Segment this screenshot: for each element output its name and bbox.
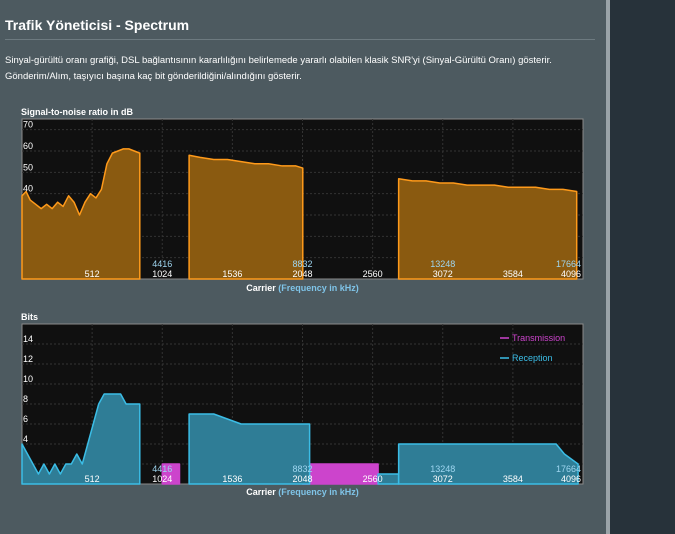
snr-chart-title: Signal-to-noise ratio in dB <box>21 107 133 117</box>
y-tick-label: 12 <box>23 354 33 364</box>
x-tick-label: 4096 <box>561 474 581 484</box>
page-description: Sinyal-gürültü oranı grafiği, DSL bağlan… <box>5 55 552 82</box>
x-tick-label: 2560 <box>363 474 383 484</box>
khz-tick-label: 8832 <box>292 464 312 474</box>
bits-chart: 0246810121451210241536204825603072358440… <box>21 323 584 485</box>
x-tick-label: 4096 <box>561 269 581 279</box>
x-tick-label: 2560 <box>363 269 383 279</box>
y-tick-label: 14 <box>23 334 33 344</box>
bits-x-axis-label: Carrier (Frequency in kHz) <box>22 487 583 497</box>
khz-tick-label: 4416 <box>152 464 172 474</box>
reception-area-segment <box>21 393 141 485</box>
x-tick-label: 1024 <box>152 474 172 484</box>
title-divider <box>5 39 595 40</box>
x-axis-label-frequency: Frequency in kHz <box>281 487 356 497</box>
x-axis-paren-close: ) <box>355 487 359 497</box>
page-title: Trafik Yöneticisi - Spectrum <box>5 17 190 33</box>
x-tick-label: 2048 <box>292 474 312 484</box>
khz-tick-label: 13248 <box>430 464 455 474</box>
y-tick-label: 50 <box>23 162 33 172</box>
x-tick-label: 2048 <box>292 269 312 279</box>
legend-label: Reception <box>512 353 553 363</box>
x-axis-label-carrier: Carrier <box>246 487 276 497</box>
x-tick-label: 3072 <box>433 474 453 484</box>
y-tick-label: 8 <box>23 394 28 404</box>
x-axis-paren-open: ( <box>278 487 282 497</box>
x-tick-label: 3584 <box>503 474 523 484</box>
x-tick-label: 3072 <box>433 269 453 279</box>
reception-area-segment <box>188 413 311 485</box>
y-tick-label: 10 <box>23 374 33 384</box>
x-tick-label: 1536 <box>222 269 242 279</box>
x-tick-label: 1536 <box>222 474 242 484</box>
legend-label: Transmission <box>512 333 565 343</box>
sidebar-divider <box>606 0 610 534</box>
y-tick-label: 40 <box>23 184 33 194</box>
y-tick-label: 60 <box>23 141 33 151</box>
snr-x-axis-label: Carrier (Frequency in kHz) <box>22 283 583 293</box>
x-axis-label-carrier: Carrier <box>246 283 276 293</box>
transmission-area-segment <box>161 463 181 485</box>
snr-area-segment <box>188 154 304 280</box>
x-axis-paren-open: ( <box>278 283 282 293</box>
khz-tick-label: 8832 <box>292 259 312 269</box>
x-tick-label: 3584 <box>503 269 523 279</box>
khz-tick-label: 4416 <box>152 259 172 269</box>
y-tick-label: 6 <box>23 414 28 424</box>
bits-chart-title: Bits <box>21 312 39 322</box>
x-tick-label: 512 <box>85 474 100 484</box>
khz-tick-label: 17664 <box>556 259 581 269</box>
khz-tick-label: 13248 <box>430 259 455 269</box>
x-tick-label: 1024 <box>152 269 172 279</box>
spectrum-panel: Trafik Yöneticisi - Spectrum Sinyal-gürü… <box>5 17 595 497</box>
snr-area-segment <box>21 148 141 280</box>
x-axis-paren-close: ) <box>355 283 359 293</box>
y-tick-label: 4 <box>23 434 28 444</box>
reception-area-segment <box>397 443 579 485</box>
khz-tick-label: 17664 <box>556 464 581 474</box>
snr-chart: 0102030405060705121024153620482560307235… <box>21 118 584 280</box>
x-axis-label-frequency: Frequency in kHz <box>281 283 356 293</box>
right-sidebar <box>610 0 675 534</box>
snr-area-segment <box>397 177 578 280</box>
x-tick-label: 512 <box>85 269 100 279</box>
y-tick-label: 70 <box>23 120 33 130</box>
